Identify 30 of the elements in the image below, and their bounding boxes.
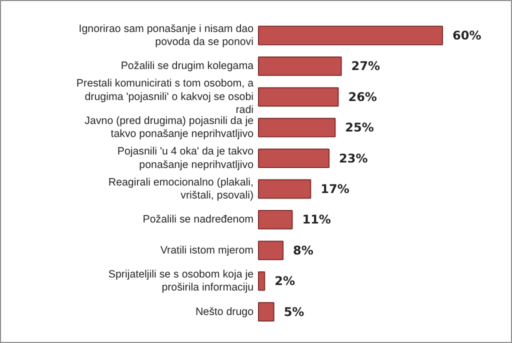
bar <box>258 26 443 46</box>
y-tick-label: Nešto drugo <box>195 306 254 318</box>
y-tick-label: Reagirali emocionalno (plakali, vrištali, psovali) <box>108 176 254 202</box>
data-label: 8% <box>293 243 314 258</box>
bar <box>258 302 274 322</box>
y-tick-label: Pojasnili 'u 4 oka' da je takvo ponašanje neprihvatljivo <box>117 146 254 171</box>
data-label: 11% <box>302 212 331 227</box>
y-tick-label: Prestali komunicirati s tom osobom, a drugima 'pojasnili' o kakvoj se osobi radi <box>76 78 254 116</box>
y-tick-label: Sprijateljili se s osobom koja je proširila informaciju <box>108 268 254 294</box>
bar <box>258 148 330 168</box>
data-label: 26% <box>348 90 377 104</box>
data-label: 27% <box>351 59 380 74</box>
data-label: 60% <box>452 28 482 42</box>
data-label: 25% <box>345 120 374 135</box>
bar <box>258 240 284 260</box>
bar <box>258 210 293 230</box>
y-tick-label: Požalili se nadređenom <box>142 214 254 226</box>
y-tick-label: Javno (pred drugima) pojasnili da je takvo ponašanje neprihvatljivo <box>84 115 254 140</box>
bar <box>258 87 339 107</box>
bar <box>258 56 342 76</box>
y-tick-label: Požalili se drugim kolegama <box>120 60 254 72</box>
data-label: 17% <box>320 182 350 196</box>
data-label: 5% <box>284 304 304 319</box>
data-label: 23% <box>339 151 368 166</box>
data-label: 2% <box>274 274 296 288</box>
bar <box>258 118 336 138</box>
bar <box>258 179 312 199</box>
y-tick-label: Vratili istom mjerom <box>160 244 254 256</box>
y-tick-label: Ignorirao sam ponašanje i nisam dao povoda da se ponovi <box>78 22 254 48</box>
bar <box>258 271 266 291</box>
